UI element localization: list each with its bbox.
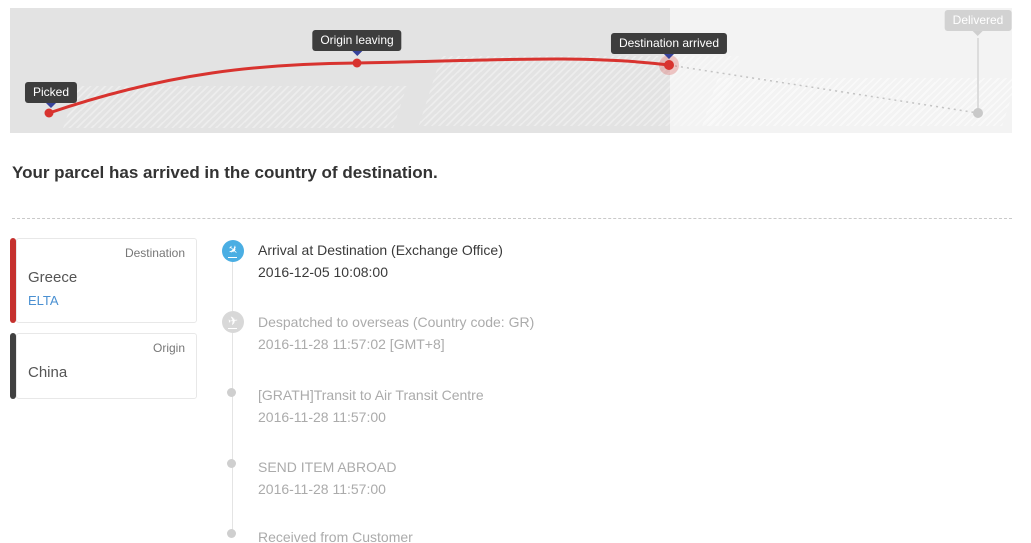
delivered-point	[973, 108, 983, 118]
picked-point	[44, 108, 54, 118]
origin-leaving-point	[352, 58, 362, 68]
event-time: 2016-12-05 10:08:00	[258, 264, 388, 280]
tracking-map: Picked Origin leaving Destination arrive…	[10, 8, 1012, 133]
dashed-divider	[12, 218, 1012, 219]
event-dot-icon	[227, 388, 236, 397]
origin-country: China	[28, 364, 68, 381]
event-dot-icon	[227, 529, 236, 538]
stage-label: Destination arrived	[618, 36, 720, 50]
event-time: 2016-11-28 11:57:02 [GMT+8]	[258, 336, 445, 352]
destination-country: Greece	[28, 269, 78, 286]
destination-card: Destination Greece ELTA	[10, 238, 197, 323]
origin-card-body: Origin China	[16, 333, 197, 399]
event-dot-icon	[227, 459, 236, 468]
stage-tooltip-destination-arrived: Destination arrived	[610, 33, 728, 59]
event-title: [GRATH]Transit to Air Transit Centre	[258, 387, 484, 403]
plane-arrival-glyph	[222, 240, 244, 262]
destination-accent-bar	[10, 238, 16, 323]
origin-label: Origin	[152, 341, 185, 355]
destination-arrived-point	[664, 60, 674, 70]
map-traveled-region	[10, 8, 670, 133]
route-path-graphic	[44, 38, 983, 118]
status-headline: Your parcel has arrived in the country o…	[12, 163, 438, 182]
stage-tooltip-delivered: Delivered	[944, 10, 1012, 36]
destination-carrier-link[interactable]: ELTA	[28, 293, 59, 308]
destination-card-body: Destination Greece ELTA	[16, 238, 197, 323]
event-title: Despatched to overseas (Country code: GR…	[258, 314, 535, 330]
stage-label: Origin leaving	[320, 33, 394, 47]
destination-label: Destination	[124, 246, 185, 260]
plane-arrival-icon	[222, 240, 244, 262]
origin-accent-bar	[10, 333, 16, 399]
route-traveled-line	[47, 57, 671, 115]
event-title: Received from Customer	[258, 529, 413, 543]
plane-departure-icon	[222, 311, 244, 333]
event-title: Arrival at Destination (Exchange Office)	[258, 242, 503, 258]
origin-card: Origin China	[10, 333, 197, 399]
stage-label: Delivered	[952, 13, 1004, 27]
route-future-line	[668, 64, 979, 114]
stage-tooltip-picked: Picked	[24, 82, 78, 108]
event-title: SEND ITEM ABROAD	[258, 459, 397, 475]
plane-departure-glyph	[222, 311, 244, 333]
event-time: 2016-11-28 11:57:00	[258, 409, 386, 425]
event-time: 2016-11-28 11:57:00	[258, 481, 386, 497]
stage-tooltip-origin-leaving: Origin leaving	[312, 30, 402, 56]
stage-label: Picked	[32, 85, 70, 99]
